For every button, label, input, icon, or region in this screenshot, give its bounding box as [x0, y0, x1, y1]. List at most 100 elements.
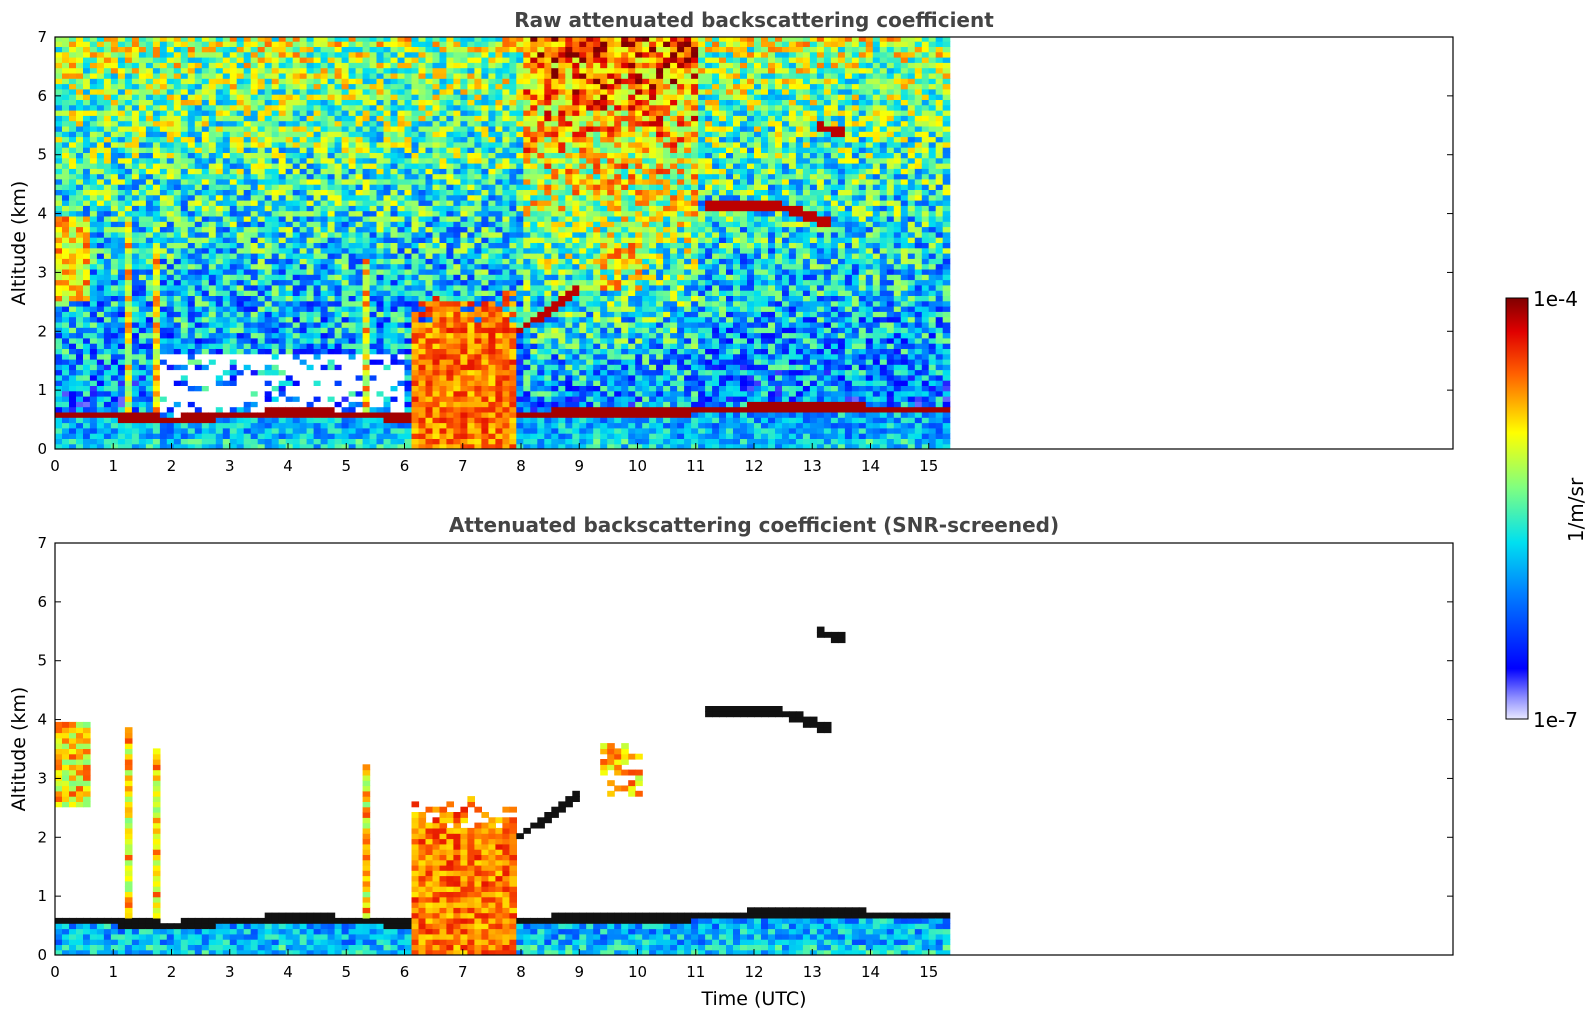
heatmap-cell — [306, 110, 315, 116]
heatmap-cell — [173, 57, 182, 63]
heatmap-cell — [103, 311, 112, 318]
heatmap-cell — [166, 210, 175, 217]
heatmap-cell — [236, 358, 245, 365]
heatmap-cell — [453, 348, 461, 355]
heatmap-cell — [278, 221, 287, 228]
heatmap-cell — [117, 57, 126, 63]
heatmap-cell — [229, 131, 238, 138]
heatmap-cell — [76, 37, 84, 42]
heatmap-cell — [243, 284, 252, 291]
heatmap-cell — [362, 231, 371, 238]
heatmap-cell — [138, 136, 147, 143]
heatmap-cell — [446, 300, 454, 307]
heatmap-cell — [425, 268, 434, 275]
heatmap-cell — [320, 88, 329, 95]
heatmap-cell — [236, 221, 245, 228]
heatmap-cell — [285, 343, 294, 349]
heatmap-cell — [278, 163, 287, 169]
heatmap-cell — [124, 51, 133, 58]
heatmap-cell — [159, 263, 168, 270]
heatmap-cell — [89, 385, 98, 392]
heatmap-cell — [313, 247, 322, 254]
heatmap-cell — [418, 374, 427, 381]
heatmap-cell — [257, 62, 266, 69]
heatmap-cell — [453, 37, 461, 42]
heatmap-cell — [432, 221, 441, 228]
heatmap-cell — [362, 353, 371, 360]
heatmap-cell — [222, 168, 231, 175]
heatmap-cell — [152, 364, 161, 371]
heatmap-cell — [348, 274, 357, 281]
heatmap-cell — [152, 295, 161, 302]
heatmap-cell — [327, 221, 336, 228]
heatmap-cell — [299, 231, 308, 238]
heatmap-cell — [187, 401, 196, 408]
heatmap-cell — [271, 427, 280, 434]
heatmap-cell — [55, 72, 63, 79]
heatmap-cell — [69, 274, 77, 281]
heatmap-cell — [481, 173, 489, 180]
heatmap-cell — [348, 215, 357, 222]
heatmap-cell — [320, 290, 329, 296]
heatmap-cell — [467, 221, 475, 228]
heatmap-cell — [425, 221, 434, 228]
heatmap-cell — [138, 443, 147, 449]
heatmap-cell — [243, 300, 252, 307]
heatmap-cell — [390, 37, 399, 42]
heatmap-cell — [285, 369, 294, 376]
heatmap-cell — [187, 178, 196, 185]
heatmap-cell — [313, 417, 322, 424]
heatmap-cell — [215, 348, 224, 355]
heatmap-cell — [320, 237, 329, 243]
heatmap-cell — [117, 168, 126, 175]
heatmap-cell — [306, 115, 315, 122]
heatmap-cell — [481, 422, 489, 429]
heatmap-cell — [250, 88, 259, 95]
heatmap-cell — [320, 99, 329, 106]
heatmap-cell — [208, 427, 217, 434]
heatmap-cell — [348, 247, 357, 254]
heatmap-cell — [110, 401, 119, 408]
heatmap-cell — [96, 411, 105, 418]
heatmap-cell — [383, 189, 392, 196]
heatmap-cell — [55, 295, 63, 302]
heatmap-cell — [327, 290, 336, 296]
heatmap-cell — [411, 88, 420, 95]
heatmap-cell — [327, 215, 336, 222]
heatmap-cell — [411, 369, 420, 376]
heatmap-cell — [446, 438, 454, 445]
heatmap-cell — [69, 411, 77, 418]
heatmap-cell — [62, 189, 70, 196]
heatmap-cell — [243, 72, 252, 79]
heatmap-cell — [159, 72, 168, 79]
heatmap-cell — [306, 253, 315, 259]
heatmap-cell — [502, 438, 510, 445]
heatmap-cell — [222, 110, 231, 116]
heatmap-cell — [145, 152, 154, 159]
heatmap-cell — [124, 438, 133, 445]
heatmap-cell — [488, 215, 496, 222]
heatmap-cell — [69, 46, 77, 53]
heatmap-cell — [215, 83, 224, 90]
heatmap-cell — [236, 46, 245, 53]
heatmap-cell — [474, 173, 482, 180]
heatmap-cell — [62, 104, 70, 111]
heatmap-cell — [446, 94, 454, 100]
heatmap-cell — [201, 237, 210, 243]
heatmap-cell — [285, 427, 294, 434]
heatmap-cell — [89, 46, 98, 53]
heatmap-cell — [250, 369, 259, 376]
heatmap-cell — [124, 152, 133, 159]
heatmap-cell — [96, 184, 105, 190]
heatmap-cell — [55, 438, 63, 445]
heatmap-cell — [460, 306, 468, 312]
heatmap-cell — [96, 125, 105, 132]
heatmap-cell — [83, 200, 91, 206]
heatmap-cell — [369, 226, 378, 233]
heatmap-cell — [166, 279, 175, 286]
heatmap-cell — [187, 358, 196, 365]
heatmap-cell — [376, 411, 385, 418]
heatmap-cell — [229, 242, 238, 249]
heatmap-cell — [355, 422, 364, 429]
heatmap-cell — [83, 231, 91, 238]
